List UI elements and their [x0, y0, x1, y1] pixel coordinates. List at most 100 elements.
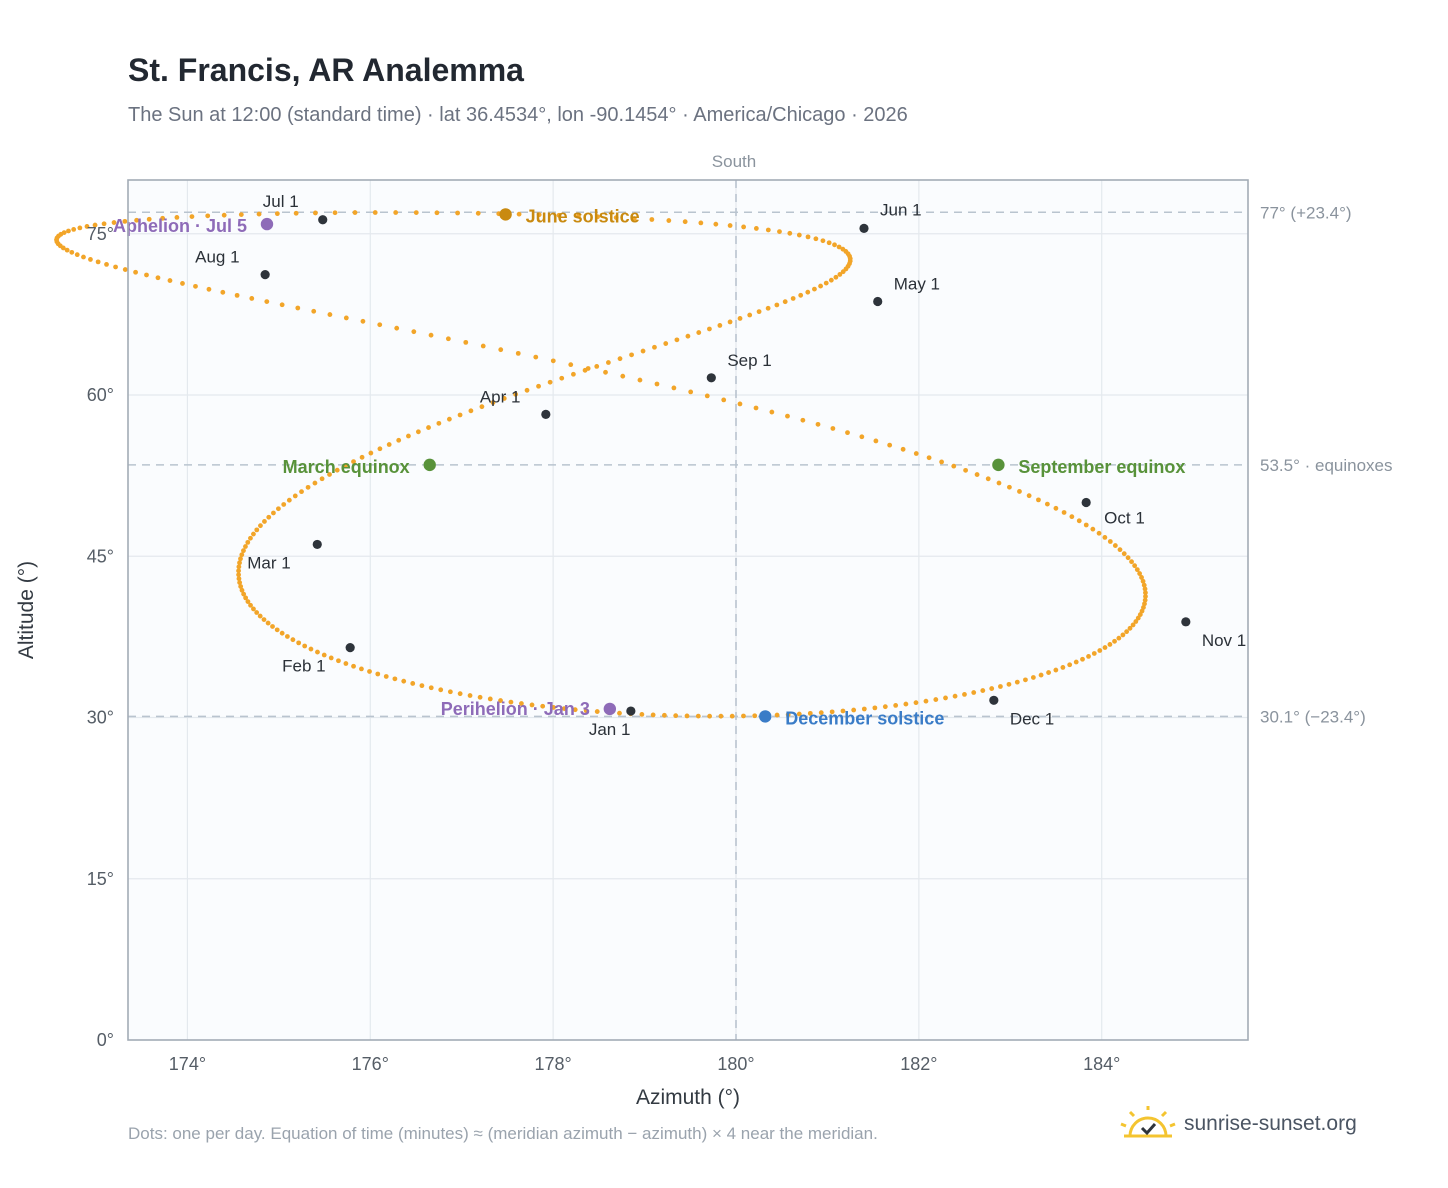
daily-dot — [688, 389, 694, 395]
daily-dot — [321, 652, 327, 658]
y-tick-label: 15° — [87, 869, 114, 889]
event-label: December solstice — [785, 708, 944, 728]
daily-dot — [1007, 484, 1012, 490]
daily-dot — [436, 420, 442, 426]
daily-dot — [160, 215, 166, 221]
monthly-label: Oct 1 — [1104, 509, 1145, 528]
daily-dot — [113, 264, 118, 270]
daily-dot — [334, 467, 340, 473]
daily-dot — [594, 364, 600, 369]
daily-dot — [205, 213, 211, 219]
daily-dot — [274, 627, 280, 633]
daily-dot — [498, 698, 503, 703]
daily-dot — [256, 211, 262, 217]
daily-dot — [238, 212, 244, 217]
daily-dot — [903, 701, 909, 707]
daily-dot — [559, 375, 565, 381]
axis-ticks: 174° 176° 178° 180° 182° 184° 0° 15° 30° 45° 60° 75… — [87, 224, 1121, 1074]
daily-dot — [206, 286, 212, 292]
y-tick-label: 30° — [87, 708, 114, 728]
daily-dot — [386, 442, 392, 447]
daily-dot — [487, 696, 493, 702]
daily-dot — [122, 218, 128, 224]
daily-dot — [236, 572, 241, 578]
daily-dot — [243, 595, 249, 601]
daily-dot — [419, 683, 425, 689]
daily-dot — [798, 292, 804, 298]
daily-dot — [434, 210, 440, 216]
daily-dot — [933, 697, 939, 702]
daily-dot — [236, 568, 241, 574]
daily-dot — [248, 602, 253, 608]
daily-dot — [311, 308, 317, 314]
daily-dot — [455, 210, 461, 216]
daily-dot — [241, 591, 247, 597]
daily-dot — [805, 234, 811, 240]
daily-dot — [971, 690, 977, 695]
daily-dot — [1086, 653, 1091, 659]
daily-dot — [893, 703, 899, 708]
daily-dot — [753, 405, 759, 411]
daily-dot — [1137, 612, 1143, 617]
daily-dot — [873, 438, 879, 444]
daily-dot — [84, 224, 90, 229]
monthly-markers: Jan 1 Feb 1 Mar 1 Apr 1 May 1 Jun 1 Jul 1 Aug 1… — [195, 192, 1246, 739]
daily-dot — [237, 560, 242, 566]
footnote: Dots: one per day. Equation of time (min… — [128, 1124, 878, 1143]
daily-dot — [674, 337, 680, 343]
daily-dot — [383, 674, 389, 679]
daily-dot — [741, 713, 746, 719]
daily-dot — [477, 694, 483, 700]
daily-dot — [239, 587, 245, 593]
daily-dot — [292, 493, 298, 499]
event-marker — [603, 702, 617, 716]
y-tick-label: 75° — [87, 224, 114, 244]
daily-dot — [1125, 555, 1131, 561]
daily-dot — [629, 352, 634, 358]
daily-dot — [707, 326, 712, 332]
daily-dot — [258, 523, 263, 529]
daily-dot — [281, 502, 287, 507]
daily-dot — [695, 713, 701, 719]
daily-dot — [271, 510, 276, 516]
daily-dot — [104, 261, 109, 267]
brand-name: sunrise-sunset.org — [1184, 1112, 1357, 1135]
daily-dot — [343, 315, 349, 321]
daily-dot — [279, 302, 285, 308]
daily-dot — [257, 613, 263, 619]
daily-dot — [122, 267, 128, 272]
daily-dot — [308, 646, 314, 652]
daily-dot — [594, 709, 600, 714]
monthly-marker — [706, 373, 716, 383]
daily-dot — [351, 459, 356, 465]
daily-dot — [769, 409, 775, 415]
daily-dot — [415, 429, 421, 435]
daily-dot — [1143, 594, 1148, 599]
daily-dot — [295, 305, 301, 311]
daily-dot — [111, 220, 117, 225]
event-label: June solstice — [526, 206, 640, 226]
daily-dot — [332, 210, 338, 216]
daily-dot — [64, 247, 70, 253]
daily-dot — [926, 455, 932, 461]
daily-dot — [605, 360, 611, 365]
daily-dot — [851, 707, 857, 713]
daily-dot — [717, 323, 723, 328]
daily-dot — [707, 713, 713, 719]
daily-dot — [561, 706, 567, 712]
daily-dot — [815, 421, 821, 427]
daily-dot — [1124, 629, 1130, 635]
daily-dot — [237, 580, 243, 586]
daily-dot — [351, 663, 356, 669]
daily-dot — [774, 302, 780, 308]
daily-dot — [832, 242, 837, 248]
daily-dot — [239, 552, 245, 558]
daily-dot — [536, 383, 541, 389]
monthly-marker — [318, 215, 328, 225]
y-tick-label: 45° — [87, 546, 114, 566]
daily-dot — [1127, 625, 1133, 631]
daily-dot — [377, 322, 383, 328]
daily-dot — [516, 211, 522, 217]
daily-dot — [900, 446, 906, 452]
daily-dot — [826, 240, 832, 246]
